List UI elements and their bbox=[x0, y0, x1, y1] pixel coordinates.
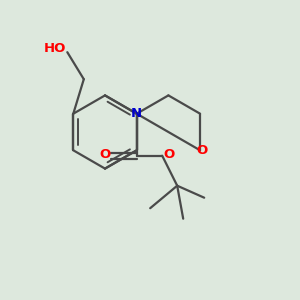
Text: O: O bbox=[99, 148, 110, 161]
Text: HO: HO bbox=[44, 42, 66, 55]
Text: N: N bbox=[131, 107, 142, 120]
Text: O: O bbox=[196, 144, 207, 157]
Text: O: O bbox=[163, 148, 174, 161]
